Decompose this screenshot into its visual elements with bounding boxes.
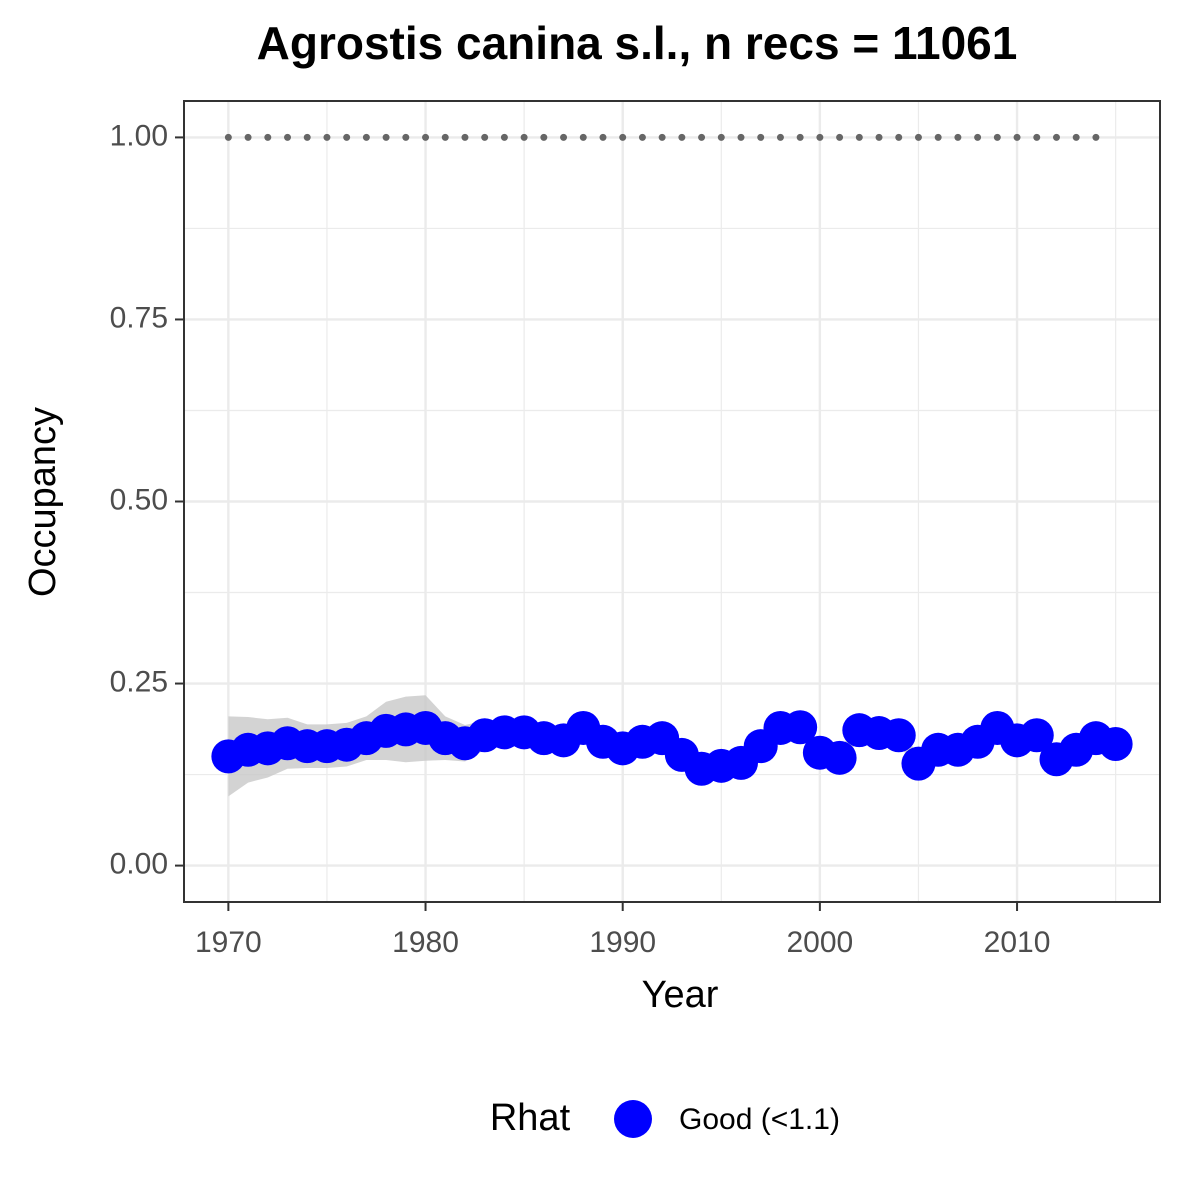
data-point [783,710,818,745]
x-tick-label: 2000 [787,926,854,959]
y-tick-label: 0.00 [110,848,168,881]
chart-title: Agrostis canina s.l., n recs = 11061 [257,17,1018,69]
data-point [822,740,857,775]
x-tick-label: 1980 [392,926,459,959]
x-axis-label: Year [642,974,719,1016]
y-tick-label: 0.25 [110,665,168,698]
y-tick-label: 0.75 [110,301,168,334]
y-tick-label: 0.50 [110,483,168,516]
legend-marker [614,1100,652,1138]
y-tick-label: 1.00 [110,119,168,152]
legend-label: Good (<1.1) [679,1103,840,1136]
x-tick-label: 1990 [589,926,656,959]
data-point [1098,726,1133,761]
y-axis-label: Occupancy [22,407,64,597]
data-point [881,718,916,753]
x-tick-label: 2010 [984,926,1051,959]
x-tick-label: 1970 [195,926,262,959]
panel-border [183,100,1161,903]
data-point [1019,718,1054,753]
legend-title: Rhat [490,1097,571,1139]
